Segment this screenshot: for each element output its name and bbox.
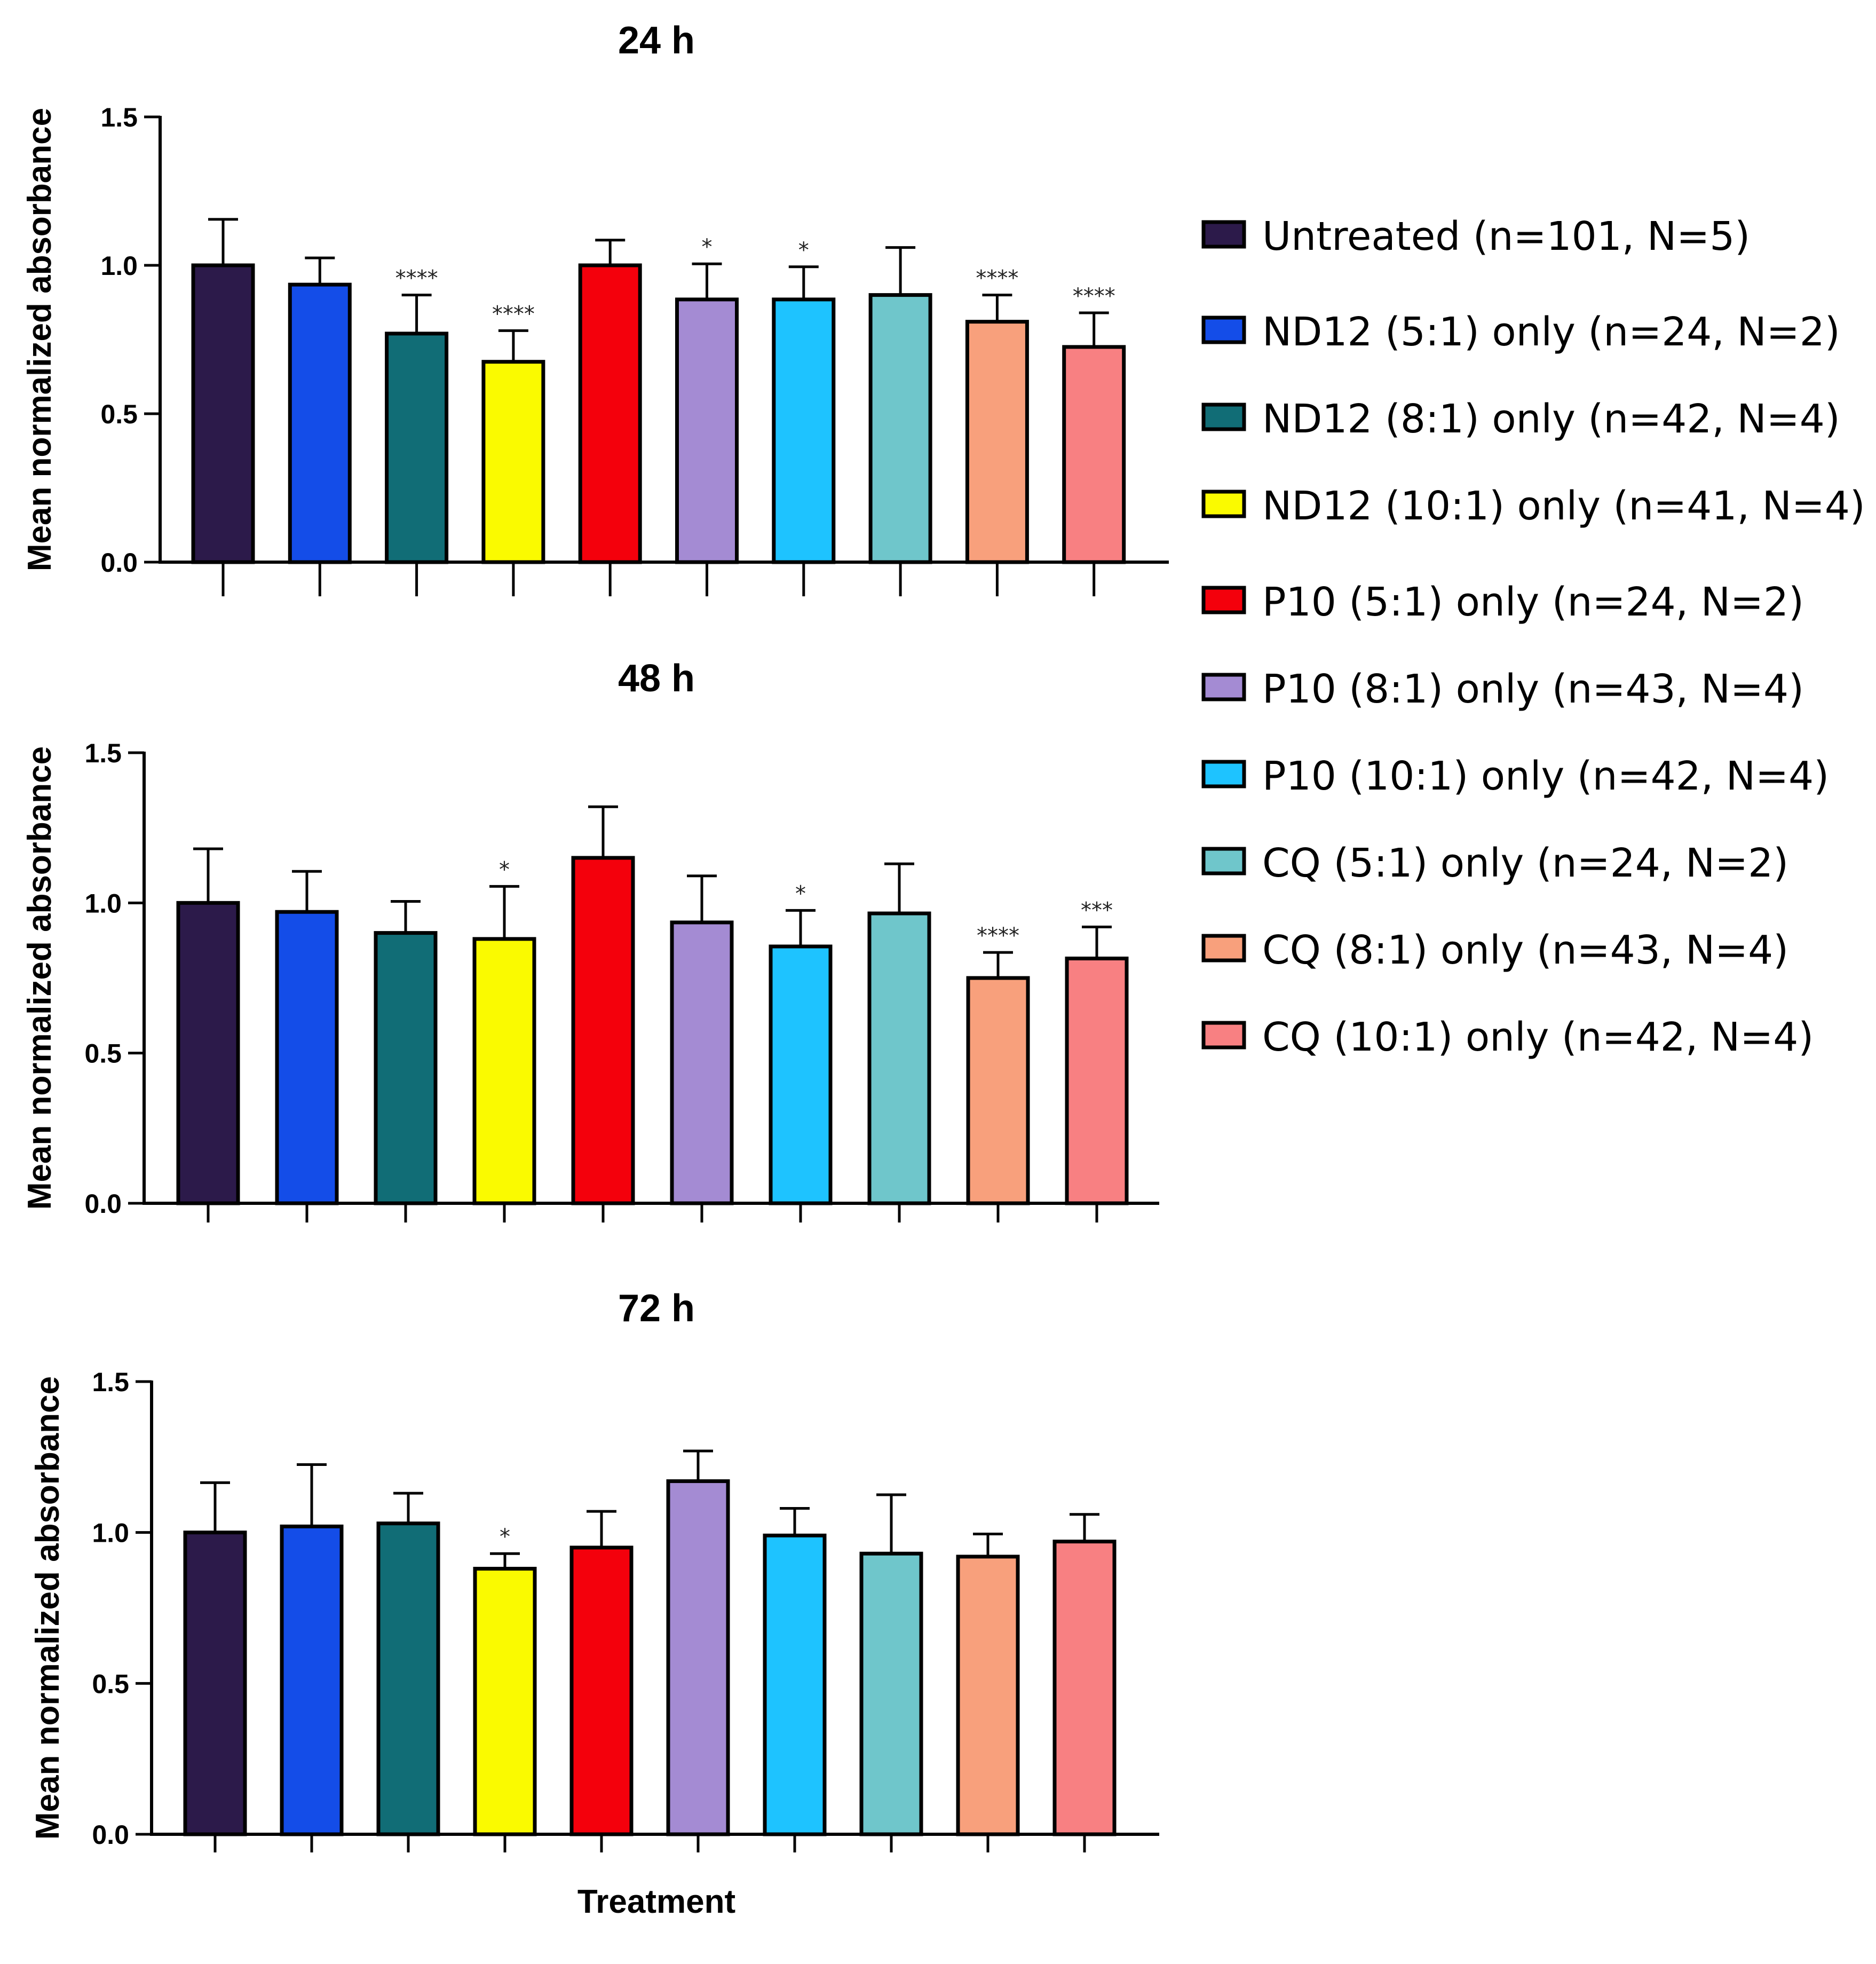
- legend-swatch: [1201, 315, 1246, 344]
- significance-label: *: [499, 857, 510, 882]
- legend-swatch: [1201, 1021, 1246, 1050]
- bar: [966, 976, 1030, 1205]
- legend-label: ND12 (8:1) only (n=42, N=4): [1262, 396, 1840, 442]
- y-tick-label: 0.5: [92, 1669, 129, 1699]
- bar: [859, 1551, 923, 1836]
- legend-label: P10 (8:1) only (n=43, N=4): [1262, 666, 1804, 712]
- y-tick-label: 1.5: [100, 102, 138, 132]
- bar: [191, 263, 255, 564]
- y-tick-label: 0.5: [84, 1039, 122, 1069]
- bar: [763, 1533, 827, 1836]
- significance-label: ****: [492, 302, 535, 326]
- legend-label: P10 (5:1) only (n=24, N=2): [1262, 579, 1804, 625]
- bar: [1065, 956, 1129, 1205]
- y-tick-label: 1.5: [92, 1367, 129, 1397]
- bar: [473, 1567, 537, 1836]
- bar: [571, 856, 635, 1205]
- bar: [578, 263, 642, 564]
- legend-label: CQ (5:1) only (n=24, N=2): [1262, 840, 1788, 886]
- y-axis-label: Mean normalized absorbance: [21, 746, 58, 1210]
- bar: [385, 332, 449, 564]
- bar: [965, 320, 1029, 564]
- y-tick-label: 1.5: [84, 738, 122, 768]
- bar: [956, 1555, 1020, 1836]
- bar: [376, 1521, 440, 1836]
- bar: [275, 910, 339, 1205]
- legend-swatch: [1201, 934, 1246, 963]
- x-axis-label: Treatment: [577, 1883, 735, 1920]
- panel-title: 48 h: [618, 657, 695, 700]
- significance-label: ****: [977, 924, 1019, 948]
- panel-48h: 48 h Mean normalized absorbance 0.0 0.5 1.0 1…: [21, 657, 1159, 1222]
- significance-label: *: [500, 1525, 510, 1549]
- legend-swatch: [1201, 760, 1246, 788]
- y-tick-label: 1.0: [100, 251, 138, 281]
- y-tick-label: 0.0: [84, 1189, 122, 1219]
- panel-72h: 72 h Mean normalized absorbance 0.0 0.5 1.0 1…: [29, 1287, 1159, 1852]
- bar: [868, 293, 932, 564]
- legend: Untreated (n=101, N=5) ND12 (5:1) only (n…: [1201, 214, 1865, 1060]
- bar: [569, 1545, 634, 1836]
- panel-title: 24 h: [618, 19, 695, 62]
- legend-label: P10 (10:1) only (n=42, N=4): [1262, 753, 1829, 799]
- y-axis-label: Mean normalized absorbance: [21, 108, 58, 571]
- y-tick-label: 1.0: [92, 1518, 129, 1548]
- bar: [481, 360, 545, 564]
- legend-swatch: [1201, 847, 1246, 875]
- significance-label: ****: [395, 266, 438, 291]
- legend-label: CQ (10:1) only (n=42, N=4): [1262, 1014, 1814, 1060]
- bar: [867, 911, 931, 1205]
- bar: [472, 937, 536, 1205]
- legend-swatch: [1201, 490, 1246, 518]
- significance-label: *: [702, 235, 713, 259]
- bar: [176, 901, 240, 1205]
- significance-label: ****: [1073, 284, 1115, 309]
- panel-title: 72 h: [618, 1287, 695, 1330]
- bar: [675, 297, 739, 564]
- legend-swatch: [1201, 673, 1246, 701]
- bar: [670, 920, 734, 1205]
- bar: [374, 931, 438, 1205]
- y-axis-label: Mean normalized absorbance: [29, 1376, 66, 1840]
- legend-swatch: [1201, 586, 1246, 614]
- bar: [288, 282, 352, 564]
- bar: [1052, 1540, 1117, 1836]
- legend-label: CQ (8:1) only (n=43, N=4): [1262, 927, 1788, 973]
- bar: [772, 297, 836, 564]
- significance-label: *: [795, 881, 806, 906]
- bar: [666, 1479, 730, 1836]
- legend-label: Untreated (n=101, N=5): [1262, 214, 1750, 259]
- bar: [769, 944, 833, 1205]
- y-tick-label: 0.0: [100, 548, 138, 578]
- legend-label: ND12 (5:1) only (n=24, N=2): [1262, 309, 1840, 355]
- bar: [280, 1524, 344, 1836]
- y-tick-label: 1.0: [84, 888, 122, 918]
- significance-label: ***: [1081, 898, 1113, 922]
- significance-label: ****: [976, 266, 1018, 291]
- bar: [183, 1531, 247, 1836]
- y-tick-label: 0.5: [100, 399, 138, 429]
- significance-label: *: [798, 238, 809, 263]
- legend-swatch: [1201, 403, 1246, 431]
- panel-24h: 24 h Mean normalized absorbance 0.0 0.5 1.0 1…: [21, 19, 1169, 596]
- bar: [1062, 345, 1126, 564]
- legend-swatch: [1201, 220, 1246, 249]
- y-tick-label: 0.0: [92, 1820, 129, 1850]
- legend-label: ND12 (10:1) only (n=41, N=4): [1262, 483, 1865, 529]
